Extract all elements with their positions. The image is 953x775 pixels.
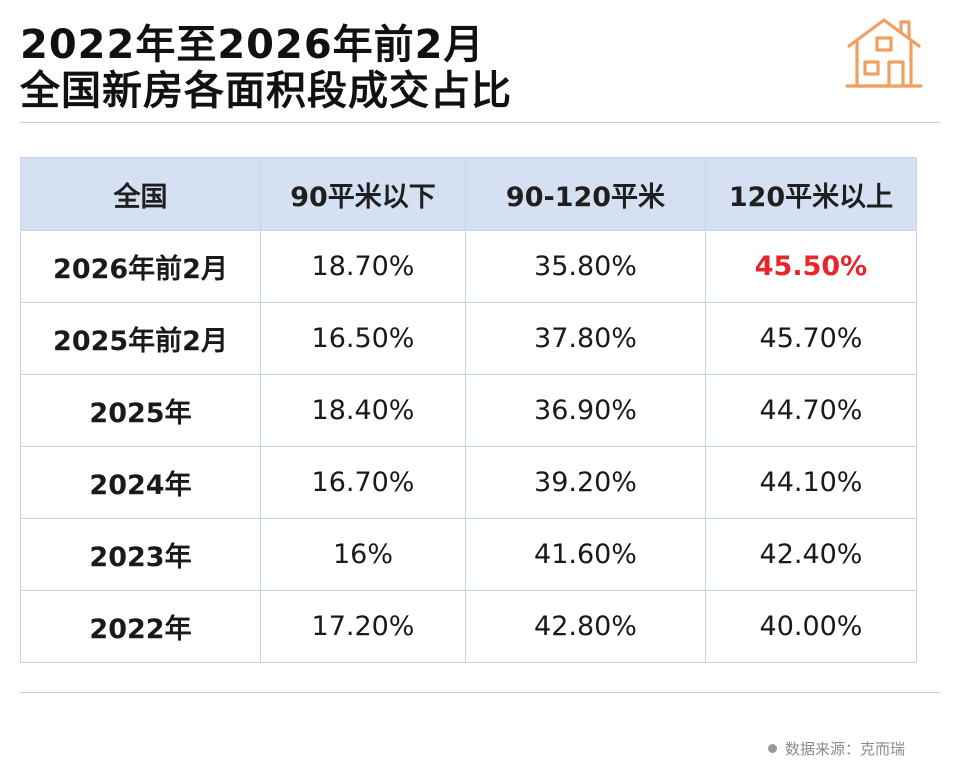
title-line-2: 全国新房各面积段成交占比 bbox=[20, 68, 512, 114]
table-row: 2026年前2月 18.70% 35.80% 45.50% bbox=[20, 230, 917, 303]
row-label: 2022年 bbox=[20, 590, 261, 663]
footer-divider bbox=[20, 692, 940, 693]
cell-90-120: 39.20% bbox=[465, 446, 706, 519]
data-source: 数据来源：克而瑞 bbox=[767, 738, 905, 759]
row-label: 2026年前2月 bbox=[20, 230, 261, 303]
table-row: 2023年 16% 41.60% 42.40% bbox=[20, 518, 917, 591]
cell-over-120: 42.40% bbox=[705, 518, 917, 591]
cell-90-120: 37.80% bbox=[465, 302, 706, 375]
table-row: 2025年 18.40% 36.90% 44.70% bbox=[20, 374, 917, 447]
cell-over-120: 44.70% bbox=[705, 374, 917, 447]
source-text: 数据来源：克而瑞 bbox=[784, 740, 905, 758]
cell-under-90: 18.70% bbox=[260, 230, 466, 303]
header-over-120: 120平米以上 bbox=[705, 157, 917, 231]
cell-under-90: 17.20% bbox=[260, 590, 466, 663]
row-label: 2024年 bbox=[20, 446, 261, 519]
cell-over-120: 44.10% bbox=[705, 446, 917, 519]
table-row: 2022年 17.20% 42.80% 40.00% bbox=[20, 590, 917, 663]
row-label: 2025年前2月 bbox=[20, 302, 261, 375]
table-row: 2025年前2月 16.50% 37.80% 45.70% bbox=[20, 302, 917, 375]
cell-under-90: 18.40% bbox=[260, 374, 466, 447]
share-table: 全国 90平米以下 90-120平米 120平米以上 2026年前2月 18.7… bbox=[20, 157, 917, 663]
cell-under-90: 16.50% bbox=[260, 302, 466, 375]
cell-90-120: 35.80% bbox=[465, 230, 706, 303]
cell-90-120: 42.80% bbox=[465, 590, 706, 663]
dot-icon bbox=[767, 744, 777, 753]
cell-over-120: 45.70% bbox=[705, 302, 917, 375]
cell-under-90: 16% bbox=[260, 518, 466, 591]
row-label: 2025年 bbox=[20, 374, 261, 447]
house-icon bbox=[845, 18, 923, 88]
cell-under-90: 16.70% bbox=[260, 446, 466, 519]
table-row: 2024年 16.70% 39.20% 44.10% bbox=[20, 446, 917, 519]
header-under-90: 90平米以下 bbox=[260, 157, 466, 231]
title-line-1: 2022年至2026年前2月 bbox=[20, 22, 485, 68]
header-90-120: 90-120平米 bbox=[465, 157, 706, 231]
table-header-row: 全国 90平米以下 90-120平米 120平米以上 bbox=[20, 157, 917, 231]
row-label: 2023年 bbox=[20, 518, 261, 591]
cell-over-120: 40.00% bbox=[705, 590, 917, 663]
page-title: 2022年至2026年前2月 全国新房各面积段成交占比 bbox=[20, 22, 780, 114]
title-divider bbox=[20, 122, 940, 123]
cell-over-120-highlight: 45.50% bbox=[705, 230, 917, 303]
cell-90-120: 36.90% bbox=[465, 374, 706, 447]
header-region: 全国 bbox=[20, 157, 261, 231]
cell-90-120: 41.60% bbox=[465, 518, 706, 591]
